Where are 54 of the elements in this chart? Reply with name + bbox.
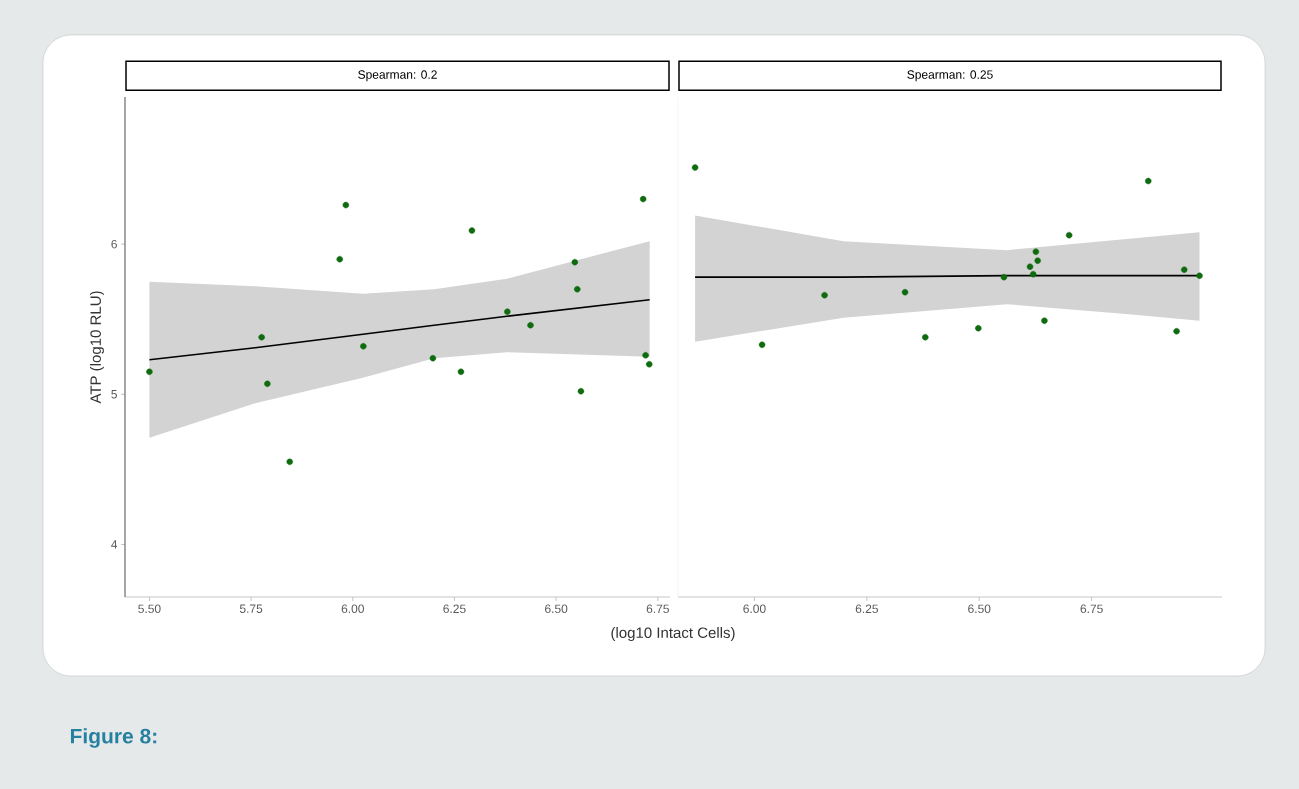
point [691, 164, 699, 171]
point [336, 255, 343, 263]
x-tick-label: 6.00 [341, 604, 364, 614]
point [342, 201, 350, 209]
point [758, 341, 766, 348]
x-tick-label: 5.50 [138, 604, 161, 614]
x-tick-label: 6.50 [968, 604, 991, 614]
point [821, 291, 828, 299]
x-tick-label: 6.25 [443, 604, 466, 614]
caption: Figure 8: [70, 728, 157, 748]
point [1173, 328, 1180, 335]
y-tick-label: 5 [111, 390, 117, 399]
point [639, 195, 647, 203]
point [360, 343, 367, 350]
point [264, 380, 271, 387]
point [922, 334, 929, 341]
point [901, 288, 909, 296]
point [577, 388, 585, 395]
x-tick-label: 5.75 [239, 604, 263, 613]
point [468, 227, 476, 234]
y-tick-label: 6 [111, 239, 117, 249]
point [574, 285, 581, 293]
x-axis-title: (log10 Intact Cells) [611, 626, 735, 641]
point [286, 458, 293, 466]
chart-title: Spearman: 0.25 [907, 70, 993, 82]
point [1026, 263, 1034, 270]
point [1145, 177, 1152, 185]
x-tick-label: 6.25 [855, 604, 878, 614]
x-tick-label: 6.50 [545, 604, 568, 614]
point [1000, 273, 1008, 281]
chart-title: Spearman: 0.2 [358, 70, 437, 82]
point [457, 368, 465, 375]
line-series [148, 298, 651, 361]
point [571, 258, 579, 266]
point [1032, 248, 1040, 255]
point [1041, 317, 1048, 324]
point [146, 368, 153, 375]
point [504, 308, 511, 315]
y-tick-label: 4 [111, 540, 118, 549]
point [1065, 231, 1073, 239]
point [429, 355, 437, 362]
point [258, 334, 265, 341]
x-tick-label: 6.75 [1080, 604, 1103, 614]
point [527, 322, 534, 329]
point [975, 325, 982, 332]
point [1196, 272, 1203, 279]
point [642, 352, 649, 359]
y-axis-title: ATP (log10 RLU) [89, 291, 104, 404]
point [1181, 266, 1188, 273]
x-tick-label: 6.00 [743, 604, 766, 614]
point [1034, 257, 1041, 264]
point [646, 361, 653, 368]
x-tick-label: 6.75 [646, 604, 669, 614]
point [1029, 270, 1037, 278]
